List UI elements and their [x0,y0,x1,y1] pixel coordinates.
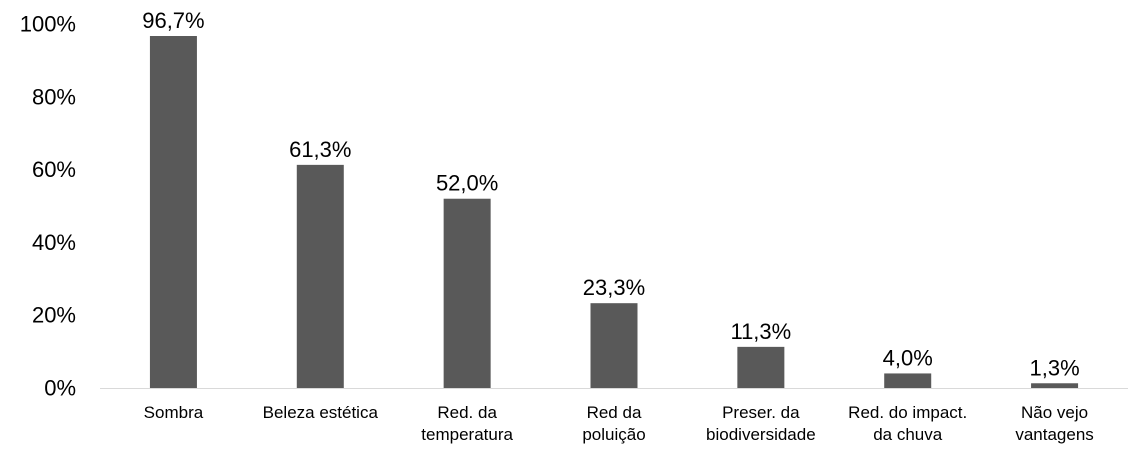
x-tick-label: Beleza estética [263,403,379,422]
x-tick-label: Red. do impact. da chuva [848,403,967,444]
x-axis-labels: Sombra Beleza estética Red. da temperaturaR… [144,403,1094,444]
bar [737,346,785,388]
x-tick-label-line: biodiversidade [706,425,816,444]
data-label: 61,3% [289,137,351,162]
x-tick-label-line: Sombra [144,403,204,422]
x-tick-label-line: Red. do impact. [848,403,967,422]
x-tick-label-line: vantagens [1015,425,1093,444]
bar [1031,383,1079,388]
bar [443,198,491,388]
x-tick-label-line: da chuva [873,425,943,444]
x-tick-label: Não vejo vantagens [1015,403,1093,444]
bar [296,164,344,388]
data-label: 4,0% [883,345,933,370]
data-label: 96,7% [142,8,204,33]
x-tick-label-line: temperatura [421,425,513,444]
y-tick-label: 40% [32,230,76,255]
x-tick-label: Preser. da biodiversidade [706,403,816,444]
x-tick-label-line: Não vejo [1021,403,1088,422]
x-tick-label-line: Beleza estética [263,403,379,422]
x-tick-label-line: Preser. da [722,403,800,422]
x-tick-label-line: poluição [582,425,645,444]
y-tick-label: 20% [32,303,76,328]
data-label: 23,3% [583,275,645,300]
y-tick-label: 0% [44,376,76,401]
y-tick-label: 60% [32,157,76,182]
bar [884,373,932,388]
y-tick-label: 80% [32,84,76,109]
data-labels: 96,7% 61,3% 52,0% 23,3% 11,3% 4,0% 1,3% [142,8,1079,380]
x-tick-label: Red da poluição [582,403,645,444]
data-label: 11,3% [730,319,791,344]
x-tick-label: Sombra [144,403,204,422]
y-axis-ticks: 0% 20% 40% 60% 80% 100% [20,12,76,401]
bar [149,36,197,389]
x-tick-label-line: Red. da [437,403,497,422]
data-label: 52,0% [436,171,498,196]
data-label: 1,3% [1029,355,1079,380]
x-tick-label-line: Red da [587,403,642,422]
bar [590,303,638,388]
y-tick-label: 100% [20,12,76,37]
bars [149,36,1079,389]
x-tick-label: Red. da temperatura [421,403,513,444]
